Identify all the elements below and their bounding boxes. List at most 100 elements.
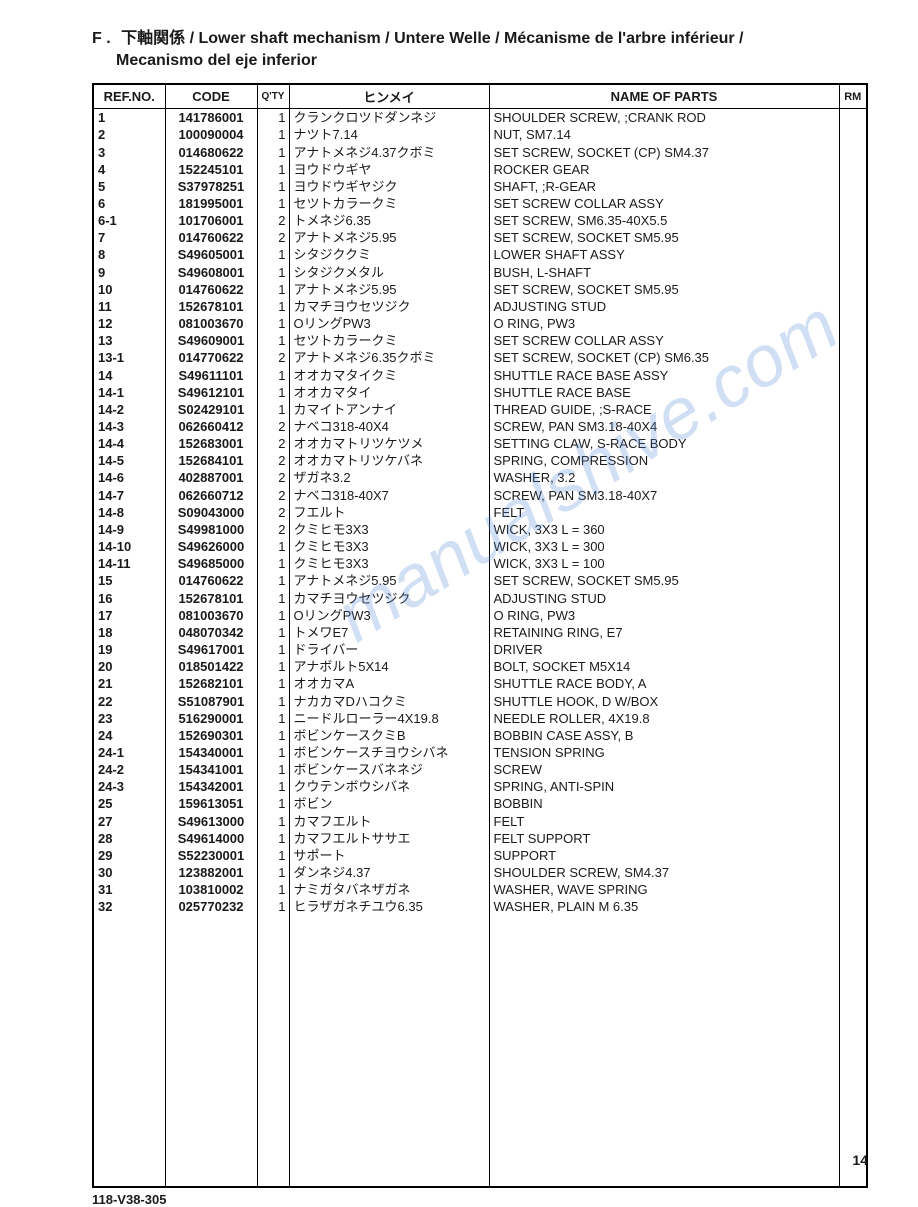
cell-code: 062660412	[165, 418, 257, 435]
cell-rm	[839, 538, 867, 555]
cell-rm	[839, 246, 867, 263]
cell-name: SUPPORT	[489, 847, 839, 864]
cell-qty: 1	[257, 761, 289, 778]
table-header-row: REF.NO. CODE Q'TY ヒンメイ NAME OF PARTS RM	[93, 84, 867, 109]
cell-name: SHUTTLE RACE BODY, A	[489, 675, 839, 692]
cell-jpn: アナトメネジ6.35クボミ	[289, 349, 489, 366]
cell-name: WICK, 3X3 L = 360	[489, 521, 839, 538]
cell-jpn: ダンネジ4.37	[289, 864, 489, 881]
cell-qty: 1	[257, 126, 289, 143]
cell-ref: 28	[93, 830, 165, 847]
page: F . 下軸関係 / Lower shaft mechanism / Unter…	[0, 0, 918, 1188]
table-row: 13S496090011セツトカラークミSET SCREW COLLAR ASS…	[93, 332, 867, 349]
cell-jpn: ボビン	[289, 795, 489, 812]
cell-name: FELT	[489, 813, 839, 830]
cell-name: SET SCREW COLLAR ASSY	[489, 332, 839, 349]
cell-name: ADJUSTING STUD	[489, 298, 839, 315]
cell-code: 152245101	[165, 161, 257, 178]
cell-rm	[839, 367, 867, 384]
cell-name: WASHER, WAVE SPRING	[489, 881, 839, 898]
cell-jpn: アナトメネジ5.95	[289, 572, 489, 589]
table-row: 14-41526830012オオカマトリツケツメSETTING CLAW, S-…	[93, 435, 867, 452]
cell-qty: 1	[257, 658, 289, 675]
cell-jpn: ナベコ318-40X4	[289, 418, 489, 435]
cell-qty: 1	[257, 710, 289, 727]
cell-code: S49609001	[165, 332, 257, 349]
cell-ref: 14-9	[93, 521, 165, 538]
cell-code: S02429101	[165, 401, 257, 418]
section-letter: F .	[92, 30, 111, 47]
cell-ref: 30	[93, 864, 165, 881]
table-row: 170810036701OリングPW3O RING, PW3	[93, 607, 867, 624]
cell-qty: 1	[257, 384, 289, 401]
cell-name: SPRING, ANTI-SPIN	[489, 778, 839, 795]
cell-name: BOBBIN CASE ASSY, B	[489, 727, 839, 744]
cell-jpn: ヨウドウギヤ	[289, 161, 489, 178]
table-row: 21000900041ナツト7.14NUT, SM7.14	[93, 126, 867, 143]
page-number: 14	[852, 1152, 868, 1168]
cell-name: SHAFT, ;R-GEAR	[489, 178, 839, 195]
cell-ref: 2	[93, 126, 165, 143]
col-name: NAME OF PARTS	[489, 84, 839, 109]
cell-qty: 1	[257, 847, 289, 864]
table-row: 5S379782511ヨウドウギヤジクSHAFT, ;R-GEAR	[93, 178, 867, 195]
cell-jpn: オオカマA	[289, 675, 489, 692]
cell-jpn: シタジクメタル	[289, 264, 489, 281]
cell-qty: 1	[257, 881, 289, 898]
cell-code: 152684101	[165, 452, 257, 469]
cell-qty: 1	[257, 813, 289, 830]
cell-name: SET SCREW, SOCKET SM5.95	[489, 229, 839, 246]
cell-code: 123882001	[165, 864, 257, 881]
table-row: 251596130511ボビンBOBBIN	[93, 795, 867, 812]
cell-jpn: ヨウドウギヤジク	[289, 178, 489, 195]
cell-code: S49617001	[165, 641, 257, 658]
cell-rm	[839, 384, 867, 401]
cell-qty: 1	[257, 830, 289, 847]
cell-name: WASHER, 3.2	[489, 469, 839, 486]
cell-qty: 1	[257, 607, 289, 624]
cell-rm	[839, 590, 867, 607]
cell-code: S49613000	[165, 813, 257, 830]
cell-code: 014760622	[165, 281, 257, 298]
cell-qty: 1	[257, 572, 289, 589]
cell-name: SET SCREW, SOCKET (CP) SM4.37	[489, 144, 839, 161]
table-row: 320257702321ヒラザガネチユウ6.35WASHER, PLAIN M …	[93, 898, 867, 915]
cell-code: 402887001	[165, 469, 257, 486]
cell-code: 154342001	[165, 778, 257, 795]
cell-rm	[839, 641, 867, 658]
table-row: 100147606221アナトメネジ5.95SET SCREW, SOCKET …	[93, 281, 867, 298]
cell-name: O RING, PW3	[489, 315, 839, 332]
cell-rm	[839, 452, 867, 469]
table-row: 9S496080011シタジクメタルBUSH, L-SHAFT	[93, 264, 867, 281]
cell-ref: 31	[93, 881, 165, 898]
cell-ref: 14-6	[93, 469, 165, 486]
cell-jpn: アナトメネジ5.95	[289, 281, 489, 298]
cell-code: 014760622	[165, 572, 257, 589]
cell-qty: 1	[257, 675, 289, 692]
cell-qty: 1	[257, 264, 289, 281]
cell-ref: 4	[93, 161, 165, 178]
cell-name: SET SCREW COLLAR ASSY	[489, 195, 839, 212]
cell-rm	[839, 504, 867, 521]
table-row: 211526821011オオカマASHUTTLE RACE BODY, A	[93, 675, 867, 692]
cell-ref: 7	[93, 229, 165, 246]
cell-rm	[839, 675, 867, 692]
cell-qty: 1	[257, 109, 289, 127]
cell-rm	[839, 212, 867, 229]
cell-name: NUT, SM7.14	[489, 126, 839, 143]
cell-rm	[839, 469, 867, 486]
cell-jpn: カマフエルト	[289, 813, 489, 830]
cell-qty: 1	[257, 693, 289, 710]
parts-table: REF.NO. CODE Q'TY ヒンメイ NAME OF PARTS RM …	[92, 83, 868, 1187]
cell-rm	[839, 281, 867, 298]
cell-name: TENSION SPRING	[489, 744, 839, 761]
cell-code: 014680622	[165, 144, 257, 161]
cell-name: SCREW, PAN SM3.18-40X4	[489, 418, 839, 435]
cell-ref: 32	[93, 898, 165, 915]
col-jpn: ヒンメイ	[289, 84, 489, 109]
cell-rm	[839, 161, 867, 178]
section-title: F . 下軸関係 / Lower shaft mechanism / Unter…	[92, 28, 868, 71]
cell-qty: 1	[257, 367, 289, 384]
cell-jpn: OリングPW3	[289, 607, 489, 624]
table-row: 28S496140001カマフエルトササエFELT SUPPORT	[93, 830, 867, 847]
